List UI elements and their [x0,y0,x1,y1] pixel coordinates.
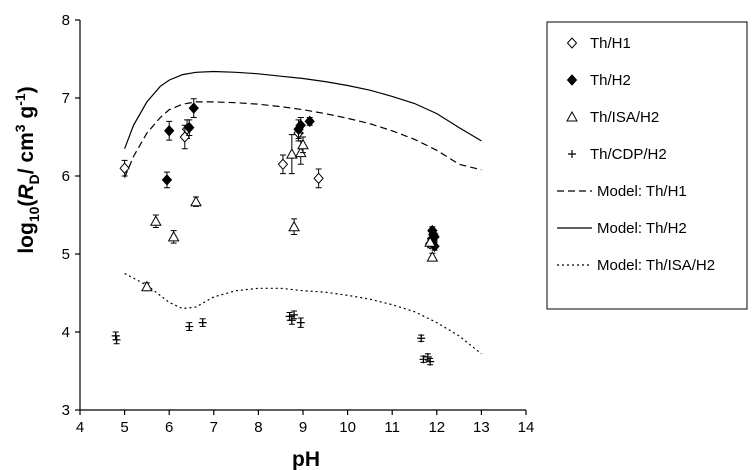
data-point [566,37,578,49]
y-title-sup2: -1 [12,93,28,106]
x-tick-label: 6 [165,419,173,436]
y-title-unit-b: g [15,106,38,125]
data-point [417,334,426,343]
y-title-close: ) [15,86,38,93]
model-line [124,101,482,178]
model-lines [124,70,482,355]
legend-item: Model: Th/ISA/H2 [557,257,715,274]
y-axis-ticks: 3 4 5 6 7 8 [62,12,80,419]
data-point [161,174,173,186]
y-title-sup1: 3 [12,124,28,132]
legend-item: Th/ISA/H2 [566,109,659,126]
data-point [287,316,296,325]
legend-label: Th/H1 [590,35,631,52]
y-tick-label: 6 [62,168,70,185]
model-line [124,272,482,355]
legend-item: Model: Th/H1 [557,183,687,200]
y-axis-title: log10(RD/ cm3 g-1) [12,86,42,253]
data-point [185,322,194,331]
x-tick-label: 14 [518,419,535,436]
data-point [419,355,428,364]
data-point [296,318,305,327]
legend-item: Th/H2 [566,72,631,89]
data-point [277,158,289,171]
data-point [149,215,162,226]
y-tick-label: 3 [62,402,70,419]
y-tick-label: 5 [62,246,70,263]
x-axis-title: pH [292,448,320,470]
legend-item: Model: Th/H2 [557,220,687,237]
legend-item: Th/CDP/H2 [568,146,667,163]
data-point [426,357,435,366]
y-title-sub2: D [26,174,42,184]
x-tick-label: 12 [428,419,445,436]
data-point [188,102,199,114]
y-tick-label: 7 [62,90,70,107]
data-point [295,119,306,132]
x-tick-label: 8 [254,419,262,436]
data-point [428,228,439,241]
y-title-open: ( [15,200,38,207]
y-tick-label: 8 [62,12,70,29]
data-point [313,172,324,185]
data-point [290,310,299,319]
data-point [424,236,436,247]
data-point [568,150,576,158]
x-tick-label: 9 [299,419,307,436]
legend-label: Model: Th/ISA/H2 [597,257,715,274]
x-tick-label: 7 [210,419,218,436]
data-point [297,138,309,150]
legend-label: Model: Th/H2 [597,220,687,237]
data-point [426,251,439,262]
data-point [167,230,180,242]
x-axis-ticks: 4 5 6 7 8 9 10 11 12 13 14 [76,410,535,436]
data-point [423,352,432,361]
data-point [119,162,130,174]
x-tick-label: 5 [120,419,128,436]
data-point [198,318,207,327]
data-point [112,335,121,344]
y-title-var: R [15,184,38,200]
legend: Th/H1 Th/H2 Th/ISA/H2 Th/CDP/H2 Model: Th/H1… [546,21,748,310]
legend-label: Model: Th/H1 [597,183,687,200]
legend-item: Th/H1 [566,35,631,52]
data-point [566,110,578,122]
y-title-prefix: log [15,222,38,254]
data-point [164,125,175,137]
data-point [141,280,153,292]
x-tick-label: 13 [473,419,490,436]
y-title-sub1: 10 [26,206,42,222]
y-tick-label: 4 [62,324,70,341]
legend-label: Th/ISA/H2 [590,109,659,126]
x-tick-label: 11 [384,419,400,436]
x-tick-label: 4 [76,419,84,436]
legend-label: Th/H2 [590,72,631,89]
y-title-unit-a: / cm [15,132,38,174]
data-point [286,148,298,159]
legend-box [546,21,748,310]
legend-label: Th/CDP/H2 [590,146,667,163]
data-point [566,74,578,86]
data-point [184,121,195,134]
data-point [190,195,202,207]
data-points [111,98,440,366]
data-point [288,220,300,232]
x-tick-label: 10 [339,419,356,436]
model-line [124,70,482,149]
data-point [304,115,315,128]
